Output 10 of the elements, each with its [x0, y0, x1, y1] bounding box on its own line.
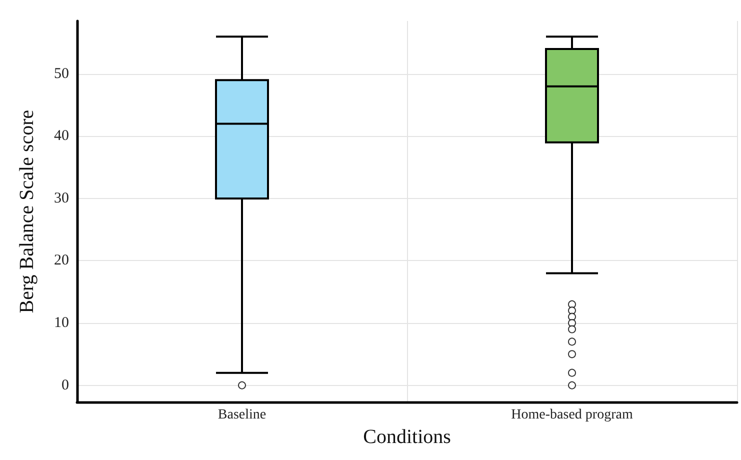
y-tick-label: 10: [54, 315, 69, 332]
y-tick-label: 40: [54, 128, 69, 144]
x-tick-label: Baseline: [218, 408, 266, 423]
x-tick-label: Home-based program: [511, 408, 633, 423]
y-tick-label: 50: [54, 66, 69, 82]
y-tick-label: 30: [54, 190, 69, 206]
y-axis-title: Berg Balance Scale score: [16, 110, 38, 314]
y-tick-label: 0: [62, 377, 69, 394]
x-axis-title: Conditions: [363, 426, 452, 448]
y-tick-label: 20: [54, 252, 69, 269]
